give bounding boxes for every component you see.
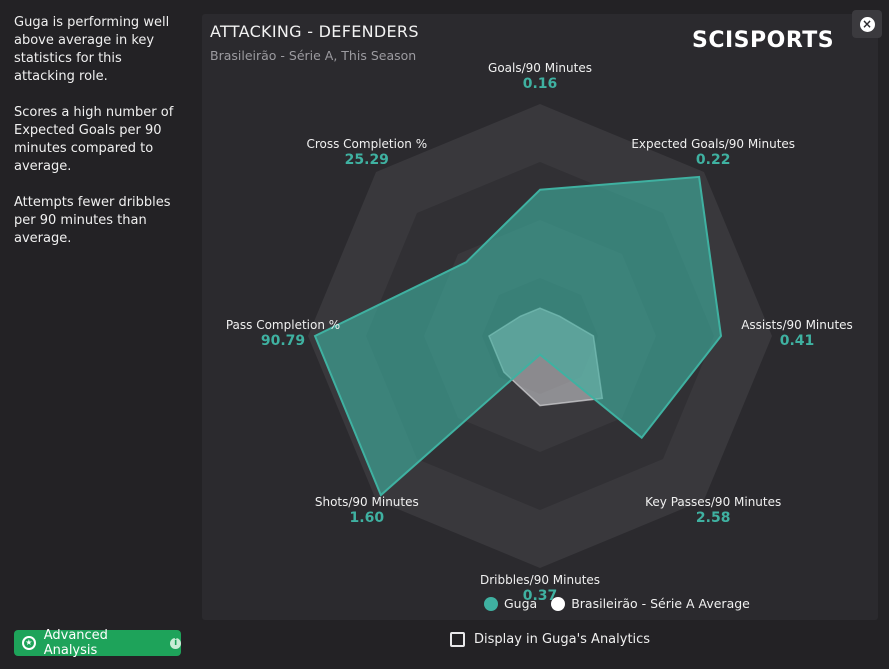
axis-label-name: Goals/90 Minutes [488,61,592,75]
display-in-analytics-label: Display in Guga's Analytics [474,632,651,647]
axis-label: Shots/90 Minutes 1.60 [315,495,419,526]
radar-panel: ATTACKING - DEFENDERS Brasileirão - Séri… [202,14,878,620]
axis-label: Pass Completion % 90.79 [226,318,340,349]
legend-dot-average [551,596,566,611]
star-icon: ★ [22,636,36,650]
axis-label: Expected Goals/90 Minutes 0.22 [631,137,795,168]
axis-label-value: 2.58 [695,510,731,527]
chart-subtitle: Brasileirão - Série A, This Season [210,48,417,63]
scisports-logo: SCISPORTS [692,28,835,53]
axis-label-name: Shots/90 Minutes [314,495,419,510]
legend-item-player: Guga [484,596,537,611]
axis-label-value: 0.22 [695,151,731,168]
axis-label-value: 90.79 [260,333,306,349]
summary-text: Guga is performing well above average in… [14,14,186,266]
axis-label: Cross Completion % 25.29 [306,137,427,168]
legend-dot-player [484,596,498,611]
axis-label: Key Passes/90 Minutes 2.58 [645,495,781,526]
summary-line-3: Attempts fewer dribbles per 90 minutes t… [14,195,171,246]
axis-label-name: Assists/90 Minutes [741,318,853,332]
player-series-polygon [313,175,723,497]
axis-label: Dribbles/90 Minutes 0.37 [480,573,600,604]
axis-label-value: 0.37 [522,588,558,604]
axis-label-name: Dribbles/90 Minutes [479,573,601,587]
summary-line-1: Guga is performing well above average in… [14,15,170,84]
axis-label-name: Key Passes/90 Minutes [645,495,782,510]
display-in-analytics-toggle[interactable]: Display in Guga's Analytics [450,632,650,647]
chart-title: ATTACKING - DEFENDERS [210,22,419,41]
close-icon: × [859,16,875,32]
axis-label-value: 25.29 [344,151,389,168]
legend-label-average: Brasileirão - Série A Average [571,596,750,611]
advanced-analysis-button[interactable]: ★ Advanced Analysis i [14,628,181,658]
axis-label-value: 0.16 [522,76,558,92]
axis-label: Assists/90 Minutes 0.41 [741,318,853,349]
chart-legend: Guga Brasileirão - Série A Average [484,596,764,611]
legend-label-player: Guga [504,596,538,611]
info-icon: i [170,637,181,649]
summary-line-2: Scores a high number of Expected Goals p… [14,105,174,174]
axis-label-value: 1.60 [349,510,385,527]
axis-label-value: 0.41 [779,333,815,349]
axis-label-name: Expected Goals/90 Minutes [631,136,796,151]
axis-label-name: Cross Completion % [306,136,428,151]
axis-label: Goals/90 Minutes 0.16 [488,61,592,92]
checkbox-icon[interactable] [450,632,465,647]
close-button[interactable]: × [852,10,882,38]
radar-chart [308,104,772,568]
axis-label-name: Pass Completion % [225,318,341,332]
advanced-analysis-label: Advanced Analysis [43,628,108,658]
legend-item-average: Brasileirão - Série A Average [551,596,750,611]
